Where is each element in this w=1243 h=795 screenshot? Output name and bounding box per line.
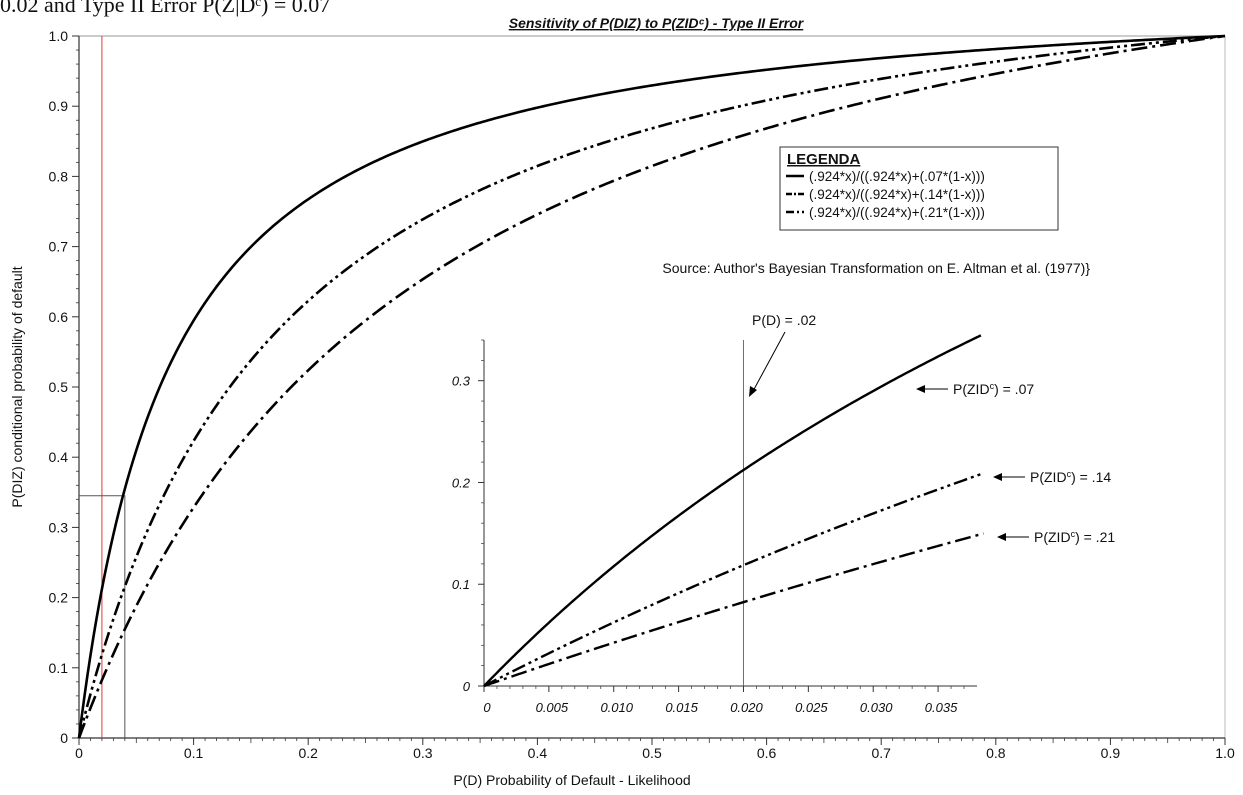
annotation-label: P(ZIDc) = .07 <box>953 381 1034 397</box>
inset-x-tick-label: 0.005 <box>536 700 569 715</box>
x-tick-label: 0.6 <box>757 745 777 761</box>
chart-title: Sensitivity of P(DIZ) to P(ZIDᶜ) - Type … <box>509 15 805 31</box>
inset-y-tick-label: 0.1 <box>452 577 470 592</box>
inset-series-line-3 <box>483 532 984 688</box>
y-tick-label: 0.2 <box>49 590 69 606</box>
y-tick-label: 0.7 <box>49 239 69 255</box>
inset-chart: 0 0.005 0.010 0.015 0.020 0.025 0.030 0.035 0 0.1… <box>452 312 1115 715</box>
inset-x-tick-label: 0.015 <box>665 700 698 715</box>
annotation-label: P(ZIDc) = .21 <box>1034 529 1115 545</box>
series-line-1 <box>77 34 1226 739</box>
header-fragment: 0.02 and Type II Error P(Z|Dᶜ) = 0.07 <box>0 0 331 17</box>
legend-title: LEGENDA <box>787 151 861 168</box>
x-tick-label: 1.0 <box>1215 745 1235 761</box>
source-note: Source: Author's Bayesian Transformation… <box>662 260 1090 276</box>
y-tick-label: 0.6 <box>49 309 69 325</box>
inset-x-tick-label: 0.025 <box>795 700 828 715</box>
y-axis-label: P(DIZ) conditional probability of defaul… <box>9 266 25 507</box>
x-tick-label: 0.1 <box>184 745 204 761</box>
inset-reference-arrow <box>751 331 786 394</box>
x-tick-label: 0.8 <box>986 745 1006 761</box>
inset-y-tick-label: 0 <box>463 679 471 694</box>
inset-series-line-1 <box>483 334 982 687</box>
zoom-region-box <box>79 495 126 738</box>
y-tick-label: 0.1 <box>49 660 69 676</box>
inset-x-tick-label: 0.020 <box>730 700 763 715</box>
legend-entry-label: (.924*x)/((.924*x)+(.07*(1-x))) <box>809 169 985 184</box>
inset-reference-arrowhead <box>749 386 757 397</box>
y-tick-label: 1.0 <box>49 28 69 44</box>
x-tick-label: 0.9 <box>1101 745 1121 761</box>
y-tick-label: 0.8 <box>49 168 69 184</box>
inset-y-tick-label: 0.3 <box>452 374 471 389</box>
annotation-label: P(ZIDc) = .14 <box>1030 469 1111 485</box>
y-tick-label: 0.5 <box>49 379 69 395</box>
annotation-arrowhead <box>997 533 1006 541</box>
y-tick-label: 0 <box>60 730 68 746</box>
legend-entry-label: (.924*x)/((.924*x)+(.14*(1-x))) <box>809 187 985 202</box>
main-chart: 0 0.1 0.2 0.3 0.4 0.5 0.6 0.7 0.8 0.9 1.0 0 0.1 0.2 0.… <box>9 15 1235 788</box>
inset-x-tick-label: 0.010 <box>600 700 633 715</box>
inset-x-tick-label: 0 <box>483 700 491 715</box>
x-axis-label: P(D) Probability of Default - Likelihood <box>453 772 690 788</box>
x-tick-label: 0.5 <box>642 745 662 761</box>
inset-series-line-2 <box>483 472 984 688</box>
x-tick-label: 0.7 <box>871 745 891 761</box>
inset-x-tick-label: 0.035 <box>925 700 958 715</box>
inset-y-tick-label: 0.2 <box>452 475 471 490</box>
series-line-3 <box>77 34 1226 739</box>
y-tick-label: 0.4 <box>49 449 69 465</box>
annotation-arrowhead <box>916 385 925 393</box>
x-tick-label: 0 <box>75 745 83 761</box>
y-tick-label: 0.3 <box>49 519 69 535</box>
legend-entry-label: (.924*x)/((.924*x)+(.21*(1-x))) <box>809 205 985 220</box>
x-tick-label: 0.4 <box>528 745 548 761</box>
annotation-arrowhead <box>993 473 1002 481</box>
x-tick-label: 0.3 <box>413 745 433 761</box>
y-tick-label: 0.9 <box>49 98 69 114</box>
inset-x-tick-label: 0.030 <box>860 700 893 715</box>
legend-box <box>779 146 1059 231</box>
inset-reference-label: P(D) = .02 <box>752 312 816 328</box>
series-line-2 <box>77 34 1226 739</box>
x-tick-label: 0.2 <box>298 745 318 761</box>
